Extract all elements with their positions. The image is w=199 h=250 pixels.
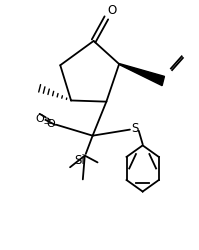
Polygon shape — [119, 64, 164, 86]
Text: Si: Si — [74, 154, 85, 167]
Text: O: O — [107, 4, 117, 17]
Text: O: O — [36, 114, 45, 124]
Text: methoxy: methoxy — [45, 114, 76, 120]
Text: O: O — [46, 118, 55, 128]
Text: S: S — [131, 122, 139, 135]
Text: —: — — [44, 119, 52, 128]
